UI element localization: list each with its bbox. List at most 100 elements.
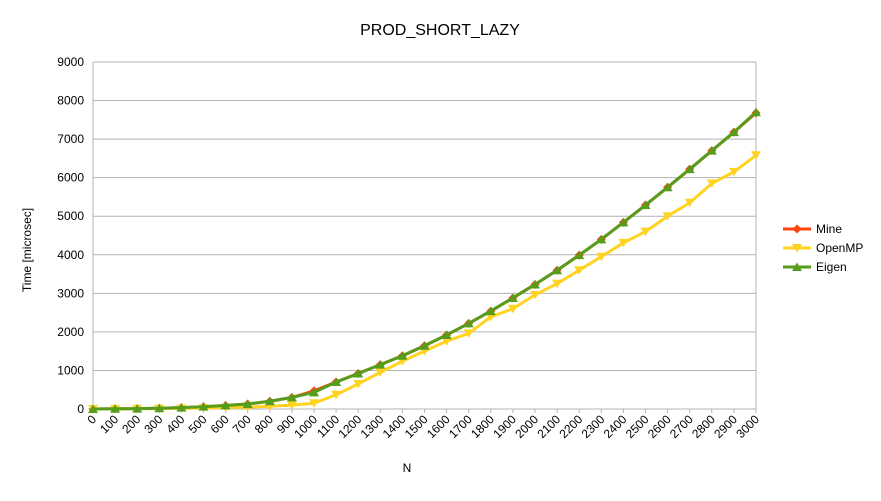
x-tick-label: 500 [186, 412, 210, 436]
data-point [353, 369, 364, 378]
series-openmp [88, 151, 761, 414]
x-tick-label: 2900 [711, 412, 740, 441]
data-point [552, 279, 563, 289]
x-tick-label: 1800 [468, 412, 497, 441]
data-point [309, 399, 319, 408]
x-tick-label: 1000 [291, 412, 320, 441]
x-axis-label: N [403, 461, 412, 475]
data-point [419, 341, 430, 350]
data-point [375, 360, 386, 369]
y-tick-label: 9000 [57, 55, 84, 69]
data-point [331, 390, 342, 400]
legend-label: Mine [816, 222, 842, 236]
y-tick-label: 3000 [57, 286, 84, 300]
data-point [530, 279, 540, 289]
x-tick-label: 1600 [424, 412, 453, 441]
data-point [552, 265, 563, 275]
data-point [751, 107, 761, 117]
data-point [286, 401, 297, 410]
x-tick-label: 1100 [314, 412, 342, 440]
series-line [92, 111, 758, 411]
legend-marker [792, 244, 802, 253]
legend-item: Eigen [783, 260, 847, 274]
x-tick-label: 1900 [490, 412, 519, 441]
data-point [441, 330, 452, 339]
x-tick-label: 2200 [557, 412, 586, 441]
data-point [618, 238, 629, 248]
series-mine [88, 108, 761, 414]
x-tick-label: 200 [119, 412, 143, 436]
data-point [706, 179, 717, 188]
data-point [574, 266, 585, 275]
x-tick-label: 1500 [402, 412, 431, 441]
series-eigen [88, 107, 761, 413]
data-point [463, 329, 474, 338]
data-point [353, 379, 364, 389]
data-point [728, 127, 739, 137]
x-tick-label: 3000 [733, 412, 762, 441]
x-tick-label: 2000 [512, 412, 541, 441]
series-line [92, 111, 757, 411]
x-tick-label: 2800 [689, 412, 718, 441]
x-tick-label: 600 [208, 412, 232, 436]
data-point [728, 167, 739, 177]
data-point [132, 404, 143, 413]
x-tick-label: 1200 [336, 412, 365, 441]
data-point [220, 401, 231, 410]
data-point [507, 293, 518, 302]
data-point [176, 403, 187, 412]
x-tick-label: 2500 [623, 412, 652, 441]
data-point [309, 387, 319, 397]
data-point [88, 404, 98, 413]
data-point [640, 227, 651, 237]
y-tick-label: 0 [77, 402, 84, 416]
y-axis-label: Time [microsec] [20, 208, 34, 292]
y-tick-label: 8000 [57, 94, 84, 108]
y-tick-label: 7000 [57, 132, 84, 146]
legend-item: Mine [783, 222, 842, 236]
legend-label: OpenMP [816, 241, 863, 255]
x-tick-label: 2300 [579, 412, 608, 441]
data-point [640, 200, 651, 210]
data-point [706, 146, 717, 155]
data-point [662, 212, 673, 221]
y-tick-label: 6000 [57, 171, 84, 185]
x-tick-label: 1300 [358, 412, 387, 441]
legend: Mine OpenMP Eigen [783, 222, 863, 274]
data-point [198, 402, 209, 411]
series-layer [88, 107, 761, 414]
y-tick-label: 4000 [57, 248, 84, 262]
x-tick-label: 700 [230, 412, 254, 436]
data-point [375, 368, 386, 377]
data-point [286, 392, 297, 402]
x-tick-label: 2600 [645, 412, 674, 441]
data-point [684, 164, 695, 174]
legend-item: OpenMP [783, 241, 863, 255]
data-point [397, 351, 408, 360]
x-tick-label: 0 [84, 412, 99, 427]
x-tick-label: 800 [252, 412, 276, 436]
y-tick-label: 5000 [57, 209, 84, 223]
data-point [110, 404, 121, 413]
data-point [485, 306, 496, 316]
x-tick-label: 2100 [534, 412, 563, 441]
grid-lines [92, 61, 757, 410]
x-tick-label: 300 [141, 412, 165, 436]
data-point [662, 182, 673, 192]
data-point [441, 337, 452, 346]
y-tick-label: 2000 [57, 325, 84, 339]
legend-marker [792, 224, 802, 234]
data-point [530, 290, 540, 300]
data-point [463, 318, 474, 328]
y-tick-label: 1000 [57, 363, 84, 377]
x-tick-label: 2700 [667, 412, 696, 441]
data-point [331, 377, 342, 387]
data-point [596, 252, 607, 262]
x-tick-label: 400 [163, 412, 187, 436]
x-tick-label: 100 [97, 412, 121, 436]
data-point [751, 151, 761, 160]
legend-marker [792, 262, 802, 271]
x-tick-label: 1700 [446, 412, 475, 441]
